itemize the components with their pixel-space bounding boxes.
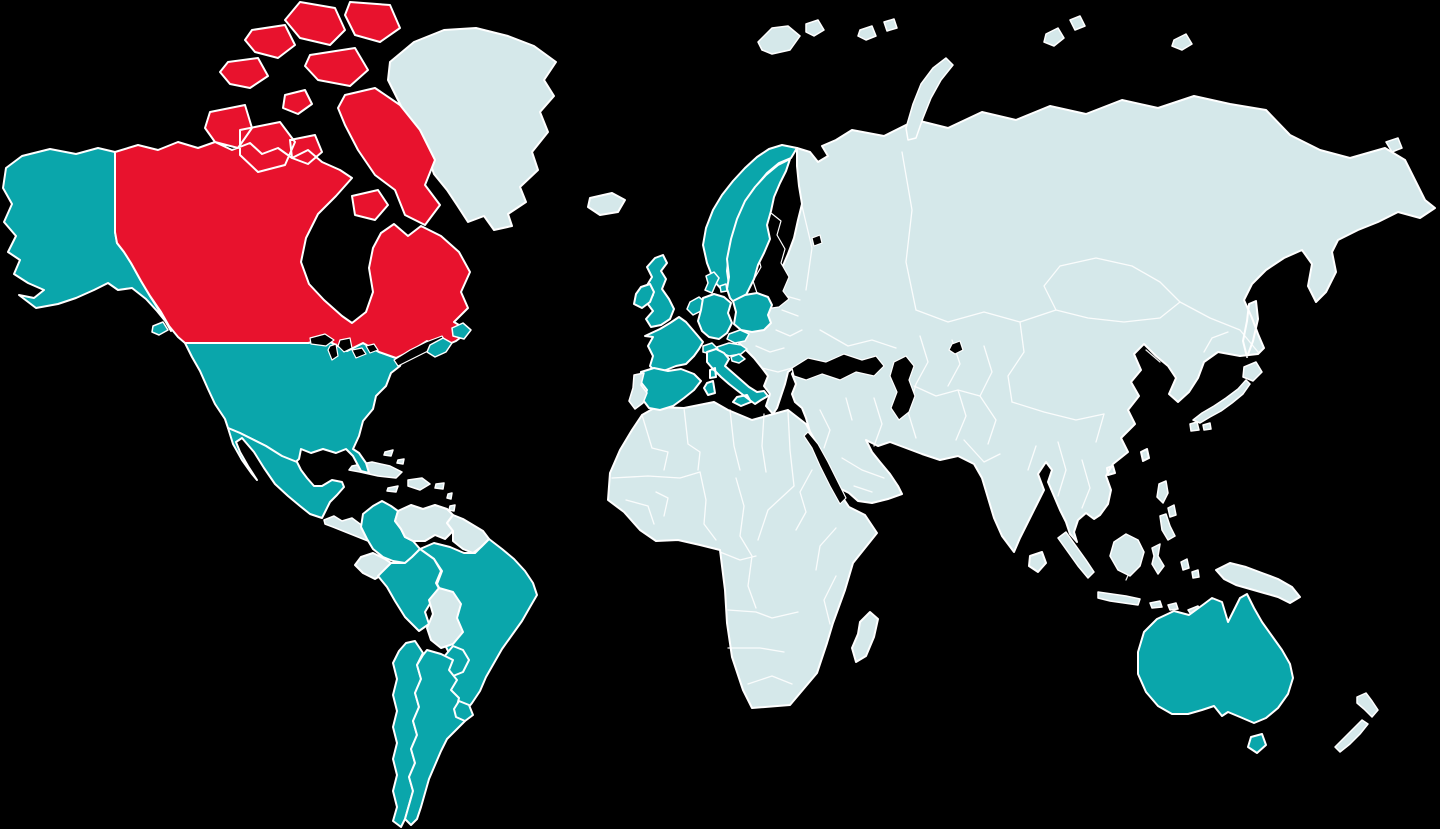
water-black-sea [791,353,885,381]
region-mexico [227,427,345,519]
region-vancouver-island [151,321,169,336]
region-denmark [704,271,728,294]
region-maritimes [426,337,453,358]
region-iceland [587,192,626,216]
region-philippines [1156,480,1177,541]
region-ireland [633,283,655,309]
region-canada [114,1,471,359]
region-arctic-islands [757,15,1403,153]
region-czechia [726,329,750,344]
region-slovenia [730,353,746,364]
region-sweden [726,158,791,307]
water-caspian-sea [889,355,916,421]
region-eurasia [737,95,1436,573]
water-baltic-sea [748,212,790,310]
region-usa [184,338,405,474]
water-ladoga [811,234,823,247]
region-italy [703,348,769,407]
region-new-zealand [1334,692,1379,753]
region-madagascar [851,611,879,663]
country-borders [611,151,1259,685]
region-new-guinea [1215,562,1301,604]
region-spain [639,367,702,411]
water-red-sea [803,431,847,505]
region-uruguay [453,700,474,722]
region-newfoundland [451,322,472,340]
region-africa [607,401,878,709]
region-australia [1137,593,1294,754]
region-france [644,316,704,374]
region-japan [1189,361,1263,432]
region-colombia [360,500,421,564]
region-poland [732,292,773,333]
water-great-lakes [309,333,379,361]
region-germany [697,293,733,340]
region-argentina [404,649,466,826]
region-indonesia [1057,531,1203,617]
water-aral-sea [948,340,964,355]
region-venezuela [394,504,454,542]
region-guianas [446,514,490,554]
region-bolivia [426,587,464,649]
region-portugal [628,372,648,410]
